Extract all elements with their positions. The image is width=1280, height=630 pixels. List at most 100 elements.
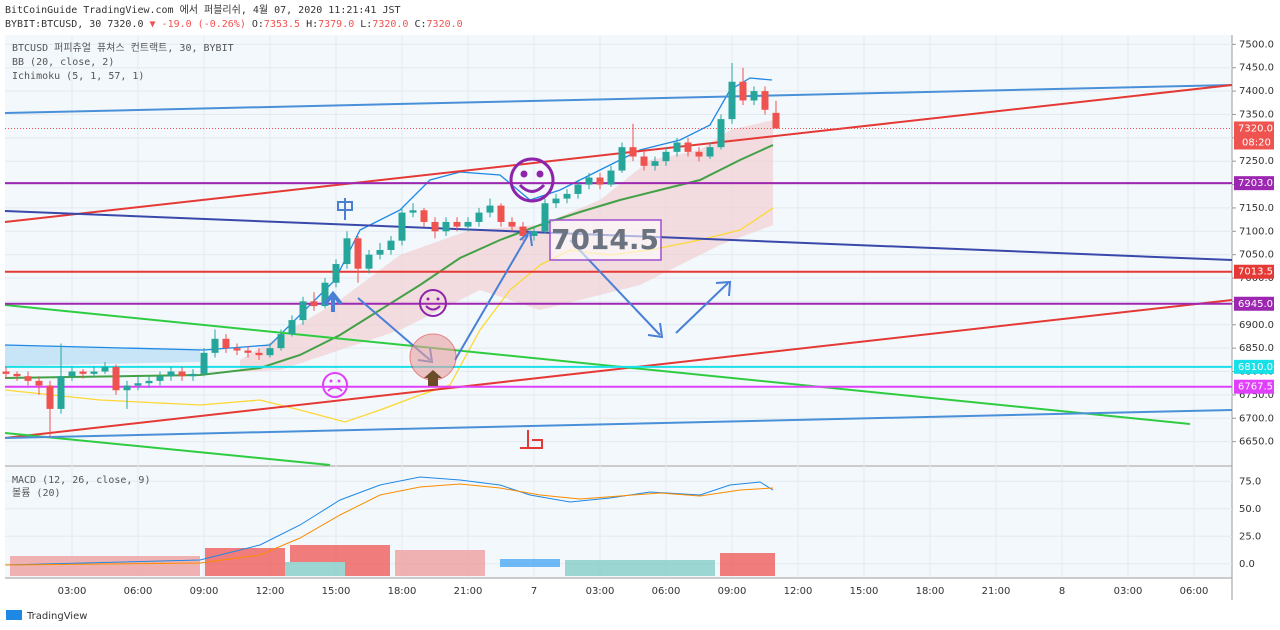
candle-body <box>255 352 263 356</box>
x-tick-label: 21:00 <box>982 586 1011 597</box>
symbol: BYBIT:BTCUSD, 30 <box>5 19 101 30</box>
ohlc-key: O: <box>252 19 264 30</box>
candles <box>2 63 780 437</box>
x-tick-label: 06:00 <box>124 586 153 597</box>
candle-body <box>222 338 230 349</box>
candle-body <box>772 112 780 129</box>
candle-body <box>376 250 384 255</box>
candle-body <box>453 221 461 227</box>
y-tick-label: 7150.0 <box>1239 203 1274 214</box>
annotation: 7014.5 <box>551 223 659 256</box>
y-tick-label: 7500.0 <box>1239 39 1274 50</box>
candle-body <box>288 320 296 335</box>
candle-body <box>266 348 274 356</box>
candle-body <box>178 371 186 377</box>
candle-body <box>167 371 175 377</box>
y-tick-label: 7400.0 <box>1239 86 1274 97</box>
candle-body <box>145 380 153 384</box>
candle-body <box>640 156 648 166</box>
y-tick-label: 7350.0 <box>1239 109 1274 120</box>
candle-body <box>552 198 560 204</box>
ohlc-value: 7379.0 <box>318 19 354 30</box>
candle-body <box>233 348 241 351</box>
candle-body <box>365 254 373 269</box>
x-tick-label: 06:00 <box>652 586 681 597</box>
price-lines <box>5 127 1232 388</box>
price-label: 7203.0 <box>1238 178 1273 189</box>
ohlc-value: 7320.0 <box>372 19 408 30</box>
candle-body <box>662 151 670 162</box>
signal-line <box>4 483 774 566</box>
trendline <box>4 299 1233 439</box>
candle-body <box>761 91 769 110</box>
legend-entry: BB (20, close, 2) <box>12 57 114 68</box>
sad-face <box>322 372 348 398</box>
candle-body <box>46 385 54 409</box>
candle-body <box>695 151 703 157</box>
y-tick-label: 7100.0 <box>1239 226 1274 237</box>
y-tick-label: 0.0 <box>1239 559 1255 570</box>
price-label: 6945.0 <box>1238 299 1273 310</box>
arrow-head <box>323 290 343 306</box>
publisher: BitCoinGuide TradingView.com 에서 퍼블리쉬, 4월… <box>5 4 401 16</box>
candle-body <box>90 371 98 374</box>
candle-body <box>409 210 417 213</box>
candle-body <box>673 142 681 152</box>
candle-body <box>486 205 494 213</box>
candle-body <box>79 371 87 374</box>
x-tick-label: 03:00 <box>1114 586 1143 597</box>
candle-body <box>420 210 428 222</box>
ichimoku-cloud <box>5 345 200 366</box>
trendline <box>4 304 1191 425</box>
y-tick-label: 6650.0 <box>1239 437 1274 448</box>
x-tick-label: 21:00 <box>454 586 483 597</box>
candle-body <box>387 240 395 250</box>
candle-body <box>321 282 329 307</box>
candle-body <box>35 380 43 386</box>
candle-body <box>464 221 472 227</box>
hand-icon <box>337 198 353 220</box>
candle-body <box>530 231 538 236</box>
arrow <box>454 234 529 361</box>
candle-body <box>442 221 450 232</box>
x-tick-label: 03:00 <box>586 586 615 597</box>
arrow-head <box>715 280 732 297</box>
candle-body <box>596 177 604 185</box>
x-tick-label: 18:00 <box>388 586 417 597</box>
candle-body <box>431 221 439 232</box>
ohlc-value: 7320.0 <box>427 19 463 30</box>
trendline <box>4 84 1233 114</box>
x-tick-label: 12:00 <box>256 586 285 597</box>
ohlc-key: C: <box>414 19 426 30</box>
candle-body <box>728 81 736 120</box>
price-label-box <box>1234 379 1274 394</box>
candle-body <box>354 238 362 269</box>
candle-body <box>684 142 692 152</box>
price-label: 7013.5 <box>1238 267 1273 278</box>
ohlc-key: L: <box>360 19 372 30</box>
axes: 7500.07450.07400.07350.07300.07250.07200… <box>58 39 1274 597</box>
price-label-box <box>1234 176 1274 191</box>
arrow-head <box>519 230 533 247</box>
y-tick-label: 7250.0 <box>1239 156 1274 167</box>
candle-body <box>585 177 593 185</box>
x-tick-label: 8 <box>1059 586 1065 597</box>
legend-entry: BTCUSD 퍼피츄얼 퓨쳐스 컨트랙트, 30, BYBIT <box>12 42 234 54</box>
candle-body <box>189 373 197 377</box>
candle-body <box>68 371 76 377</box>
price-label-box <box>1234 121 1274 150</box>
x-tick-label: 09:00 <box>718 586 747 597</box>
y-tick-label: 50.0 <box>1239 504 1261 515</box>
legend-entry: MACD (12, 26, close, 9) <box>12 475 150 486</box>
hand-icon <box>520 430 543 449</box>
candle-body <box>618 147 626 171</box>
candle-body <box>717 119 725 148</box>
y-tick-label: 7050.0 <box>1239 250 1274 261</box>
price-label: 6810.0 <box>1238 362 1273 373</box>
candle-body <box>398 212 406 241</box>
x-tick-label: 12:00 <box>784 586 813 597</box>
candle-body <box>57 376 65 409</box>
x-tick-label: 15:00 <box>322 586 351 597</box>
smiley <box>509 157 555 203</box>
